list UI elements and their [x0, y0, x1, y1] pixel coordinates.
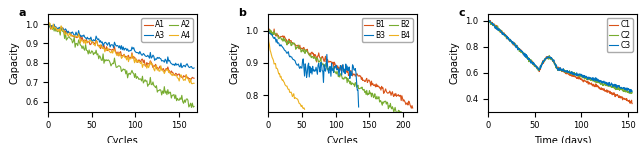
Text: c: c	[458, 8, 465, 18]
Y-axis label: Capacity: Capacity	[10, 42, 19, 84]
Legend: B1, B3, B2, B4: B1, B3, B2, B4	[362, 18, 413, 42]
X-axis label: Cycles: Cycles	[106, 136, 138, 143]
Y-axis label: Capacity: Capacity	[449, 42, 460, 84]
Text: a: a	[19, 8, 26, 18]
Legend: C1, C2, C3: C1, C2, C3	[607, 18, 633, 52]
Y-axis label: Capacity: Capacity	[230, 42, 239, 84]
X-axis label: Time (days): Time (days)	[534, 136, 591, 143]
Legend: A1, A3, A2, A4: A1, A3, A2, A4	[141, 18, 193, 42]
X-axis label: Cycles: Cycles	[326, 136, 358, 143]
Text: b: b	[238, 8, 246, 18]
